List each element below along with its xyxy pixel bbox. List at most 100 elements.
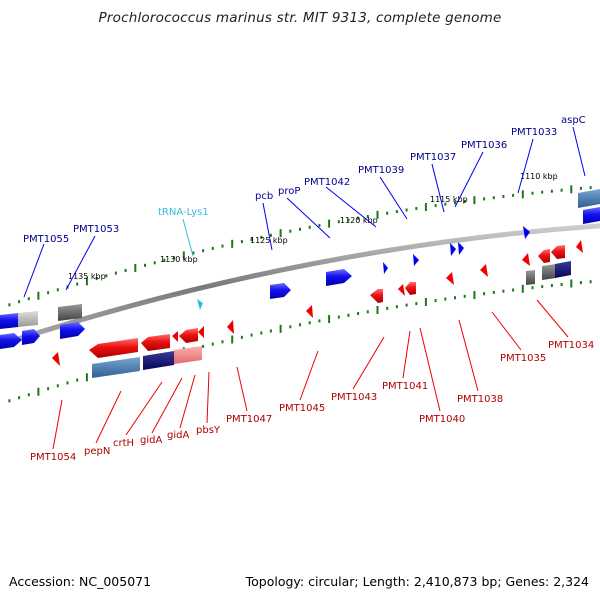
gene-label[interactable]: gidA [140, 435, 162, 446]
minor-tick [240, 335, 243, 339]
gene-arrow[interactable] [480, 264, 488, 277]
gene-label[interactable]: gidA [167, 430, 189, 441]
gene-label[interactable]: tRNA-Lys1 [158, 207, 209, 218]
major-tick [473, 196, 476, 205]
minor-tick [386, 211, 389, 215]
gene-label[interactable]: PMT1037 [410, 152, 456, 163]
minor-tick [366, 215, 369, 218]
gene-box[interactable] [542, 264, 556, 280]
gene-label[interactable]: PMT1039 [358, 165, 404, 176]
major-tick [376, 306, 379, 314]
gene-label[interactable]: pbsY [196, 425, 221, 436]
minor-tick [76, 378, 79, 382]
gene-box[interactable] [143, 351, 174, 370]
minor-tick [192, 251, 195, 255]
minor-tick [76, 282, 79, 286]
gene-arrow[interactable] [523, 226, 530, 239]
gene-box[interactable] [58, 304, 82, 321]
gene-arrow[interactable] [22, 329, 40, 345]
gene-arrow[interactable] [405, 282, 416, 295]
minor-tick [221, 340, 224, 344]
gene-label[interactable]: PMT1041 [382, 381, 428, 392]
gene-label[interactable]: PMT1035 [500, 353, 546, 364]
gene-arrow[interactable] [413, 254, 419, 266]
leader-line [299, 350, 319, 401]
trna-gene[interactable] [197, 299, 203, 310]
gene-label[interactable]: PMT1042 [304, 177, 350, 188]
minor-tick [463, 294, 466, 298]
gene-arrow[interactable] [306, 305, 313, 318]
gene-arrow[interactable] [179, 328, 198, 343]
minor-tick [299, 323, 301, 327]
gene-arrow[interactable] [0, 313, 21, 329]
gene-arrow[interactable] [522, 253, 530, 266]
gene-arrow[interactable] [458, 242, 464, 255]
forward-leader-lines [23, 126, 586, 298]
gene-label[interactable]: PMT1054 [30, 452, 76, 463]
gene-arrow[interactable] [60, 322, 85, 339]
gene-box[interactable] [555, 261, 571, 278]
gene-label[interactable]: PMT1045 [279, 403, 325, 414]
minor-tick [386, 306, 389, 310]
major-tick [328, 219, 331, 228]
gene-box[interactable] [578, 189, 600, 208]
gene-label[interactable]: crtH [113, 438, 134, 449]
gene-label[interactable]: PMT1047 [226, 414, 272, 425]
gene-arrow[interactable] [270, 283, 291, 299]
gene-label[interactable]: aspC [561, 115, 586, 126]
gene-arrow[interactable] [583, 207, 600, 224]
leader-line [23, 243, 45, 298]
reverse-leader-lines [52, 299, 569, 450]
minor-tick [308, 225, 311, 229]
minor-tick [463, 200, 466, 203]
gene-label[interactable]: PMT1053 [73, 224, 119, 235]
gene-label[interactable]: PMT1043 [331, 392, 377, 403]
kbp-label: 1135 kbp [68, 272, 106, 281]
gene-label[interactable]: proP [278, 186, 300, 197]
gene-arrow[interactable] [89, 338, 138, 358]
major-tick [134, 263, 137, 272]
minor-tick [173, 256, 176, 260]
minor-tick [269, 233, 272, 237]
leader-line [458, 319, 479, 392]
inner-tick-track [8, 279, 592, 403]
gene-arrow[interactable] [538, 249, 550, 263]
gene-label[interactable]: pcb [255, 191, 273, 202]
minor-tick [202, 344, 205, 348]
gene-arrow[interactable] [576, 240, 583, 253]
gene-label[interactable]: PMT1038 [457, 394, 503, 405]
gene-box[interactable] [92, 357, 140, 378]
gene-arrow[interactable] [0, 333, 22, 349]
gene-label[interactable]: PMT1036 [461, 140, 507, 151]
gene-label[interactable]: PMT1055 [23, 234, 69, 245]
gene-arrow[interactable] [326, 269, 352, 286]
gene-label[interactable]: PMT1034 [548, 340, 594, 351]
gene-arrow[interactable] [141, 334, 170, 351]
major-tick [37, 387, 40, 396]
minor-tick [27, 393, 30, 397]
gene-arrow[interactable] [383, 262, 388, 274]
gene-label[interactable]: pepN [84, 446, 110, 457]
gene-arrow[interactable] [446, 272, 454, 285]
gene-arrow[interactable] [370, 289, 383, 303]
leader-line [52, 399, 63, 450]
gene-arrow[interactable] [398, 284, 405, 296]
gene-label[interactable]: PMT1033 [511, 127, 557, 138]
leader-line [95, 390, 122, 444]
gene-arrow[interactable] [227, 320, 234, 334]
minor-tick [560, 283, 563, 286]
major-tick [376, 210, 379, 219]
gene-arrow[interactable] [52, 352, 60, 366]
gene-box[interactable] [526, 270, 535, 285]
gene-box[interactable] [174, 346, 202, 364]
minor-tick [260, 235, 263, 239]
minor-tick [395, 210, 398, 214]
gene-arrow[interactable] [198, 326, 204, 338]
minor-tick [366, 310, 369, 314]
gene-arrow[interactable] [172, 331, 178, 342]
leader-line [454, 151, 484, 208]
gene-box[interactable] [18, 311, 38, 327]
gene-arrow[interactable] [450, 243, 456, 256]
gene-arrow[interactable] [551, 245, 565, 259]
gene-label[interactable]: PMT1040 [419, 414, 465, 425]
